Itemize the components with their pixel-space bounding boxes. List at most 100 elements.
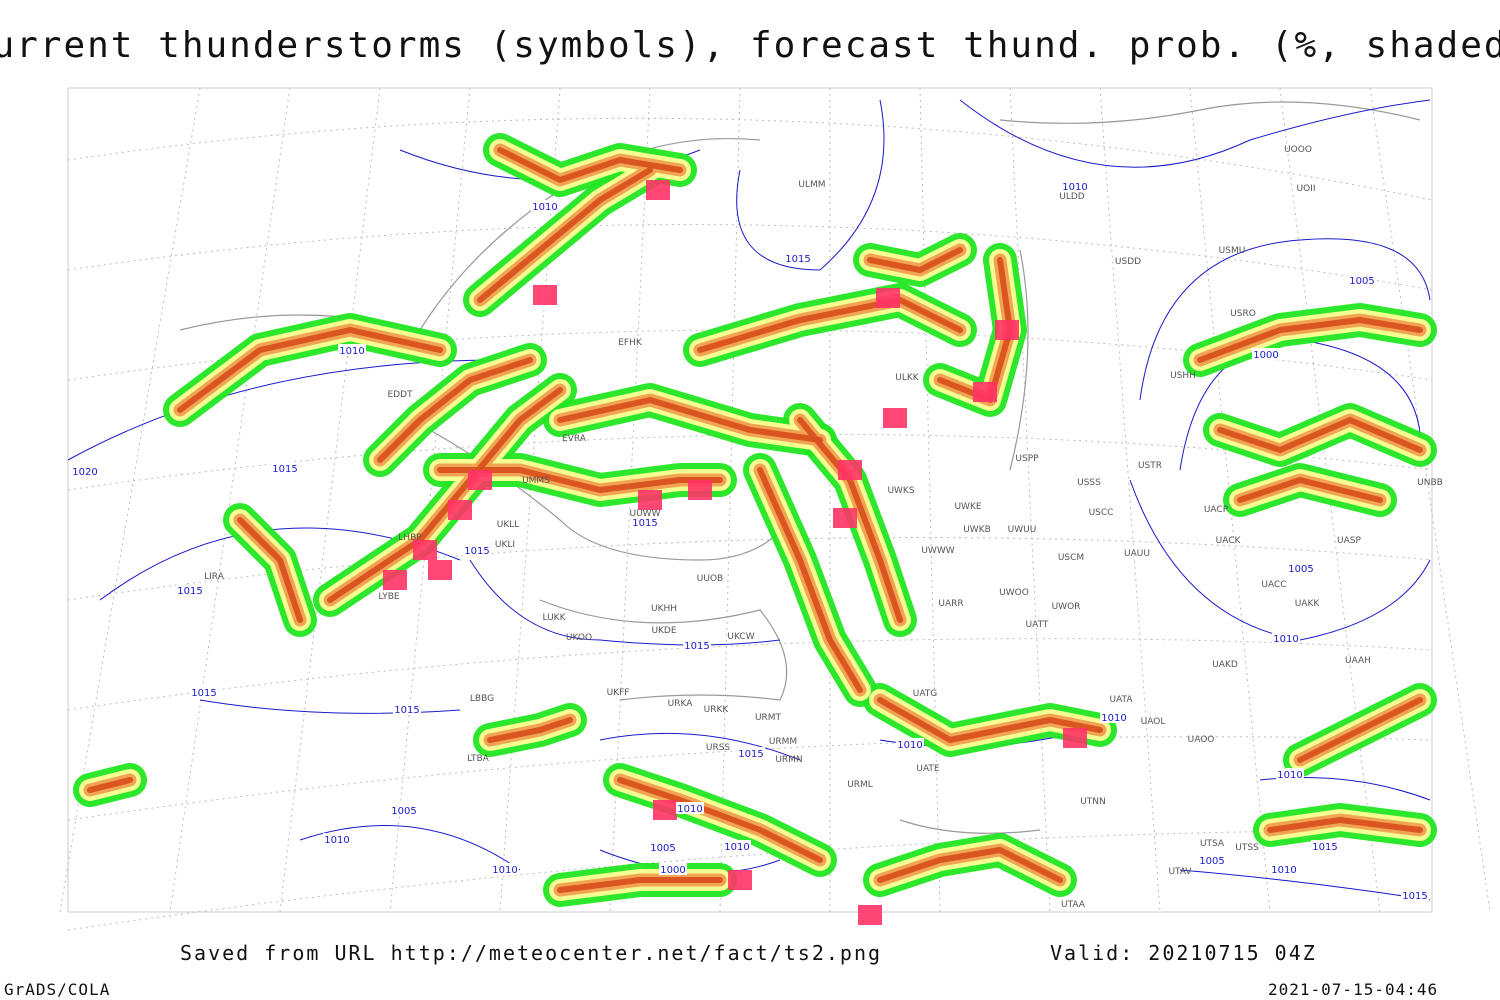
probability-shading	[497, 147, 683, 183]
isobar	[736, 99, 885, 271]
graticule	[67, 117, 1433, 201]
isobar-label-bg	[1276, 768, 1304, 780]
probability-shading	[617, 777, 823, 863]
station-label: UKOO	[566, 633, 592, 643]
coastline	[1009, 249, 1029, 471]
station-label: URMM	[769, 737, 797, 747]
station-label: UARR	[938, 599, 963, 609]
isobar-label: 1005	[1199, 856, 1224, 867]
valid-time: Valid: 20210715 04Z	[1050, 941, 1317, 965]
isobar-label-bg	[737, 747, 765, 759]
storm-symbol	[1063, 728, 1087, 748]
isobar-label-bg	[531, 200, 559, 212]
isobar-label: 1010	[897, 740, 922, 751]
storm-symbol	[995, 320, 1019, 340]
station-label: UUWW	[630, 509, 661, 519]
isobar	[599, 732, 801, 761]
isobar-label: 1010	[1277, 770, 1302, 781]
isobar-label-bg	[1198, 854, 1226, 866]
timestamp: 2021-07-15-04:46	[1268, 980, 1438, 999]
isobar-label: 1015	[632, 518, 657, 529]
isobar-label: 1010	[724, 842, 749, 853]
storm-symbol	[646, 180, 670, 200]
isobar-label-bg	[491, 863, 519, 875]
station-label: LIRA	[204, 572, 225, 582]
coastline	[539, 599, 788, 701]
probability-shading	[1297, 697, 1423, 763]
coastline	[999, 101, 1421, 124]
isobar-label-bg	[1287, 562, 1315, 574]
station-label: UAKD	[1212, 660, 1238, 670]
software: GrADS/COLA	[4, 980, 110, 999]
probability-shading	[1217, 417, 1423, 453]
station-label: UKCW	[727, 632, 754, 642]
storm-symbol	[688, 480, 712, 500]
isobar-label: 1015	[394, 705, 419, 716]
isobar-label: 1020	[72, 467, 97, 478]
station-label: EVRA	[562, 434, 587, 444]
probability-shading	[377, 357, 533, 463]
station-label: UOOO	[1284, 145, 1312, 155]
isobar	[1179, 869, 1431, 901]
station-label: UTSA	[1200, 839, 1225, 849]
isobar-label: 1010	[532, 202, 557, 213]
isobar-label-bg	[1311, 840, 1339, 852]
station-label: UAUU	[1124, 549, 1150, 559]
station-label: UKLI	[495, 540, 515, 550]
station-label: URMT	[755, 713, 782, 723]
station-label: UAKK	[1295, 599, 1321, 609]
isobar-label: 1015	[177, 586, 202, 597]
isobar-label: 1010	[1273, 634, 1298, 645]
isobar	[469, 559, 781, 646]
probability-shading	[477, 167, 653, 303]
isobar-label-bg	[896, 738, 924, 750]
probability-shading	[1267, 817, 1423, 833]
isobar-label: 1015	[785, 254, 810, 265]
storm-symbol	[533, 285, 557, 305]
station-label: LUKK	[543, 613, 567, 623]
station-label: USCC	[1089, 508, 1114, 518]
station-label: URKA	[668, 699, 694, 709]
storm-symbol	[858, 905, 882, 925]
isobar-label-bg	[1100, 711, 1128, 723]
station-label: UKFF	[607, 688, 630, 698]
station-label: UKHH	[651, 604, 677, 614]
station-label: UOII	[1297, 184, 1316, 194]
isobar-label: 1000	[1253, 350, 1278, 361]
isobar-label: 1005	[1288, 564, 1313, 575]
isobar-label-bg	[71, 465, 99, 477]
station-label: UKLL	[497, 520, 520, 530]
station-label: UWKE	[954, 502, 981, 512]
isobar-label-bg	[723, 840, 751, 852]
station-label: USMU	[1219, 246, 1246, 256]
source-url: Saved from URL http://meteocenter.net/fa…	[180, 941, 882, 965]
storm-symbol	[973, 382, 997, 402]
station-label: USHH	[1170, 371, 1196, 381]
station-label: LHBP	[398, 533, 422, 543]
station-label: UMMS	[522, 476, 550, 486]
isobar	[1139, 238, 1431, 401]
station-label: USRO	[1230, 309, 1256, 319]
isobar-label: 1015	[738, 749, 763, 760]
isobar-label-bg	[176, 584, 204, 596]
probability-shading	[797, 417, 903, 623]
station-label: UACP	[1204, 505, 1229, 515]
probability-shading	[877, 697, 1103, 743]
isobar-label: 1015	[1312, 842, 1337, 853]
station-label: UACC	[1261, 580, 1286, 590]
isobar-label: 1015	[1402, 891, 1427, 902]
station-label: EDDT	[387, 390, 413, 400]
probability-shading	[177, 327, 443, 413]
graticule	[1369, 87, 1491, 913]
station-label: URML	[847, 780, 873, 790]
probability-shading	[757, 467, 863, 693]
station-label: UAOO	[1188, 735, 1215, 745]
isobar-label: 1015	[464, 546, 489, 557]
station-label: ULMM	[798, 180, 825, 190]
station-label: LTBA	[467, 754, 489, 764]
station-label: USDD	[1115, 257, 1141, 267]
probability-shading	[487, 717, 573, 743]
isobar-label: 1010	[1271, 865, 1296, 876]
isobar-label-bg	[683, 639, 711, 651]
station-label: UKDE	[651, 626, 676, 636]
